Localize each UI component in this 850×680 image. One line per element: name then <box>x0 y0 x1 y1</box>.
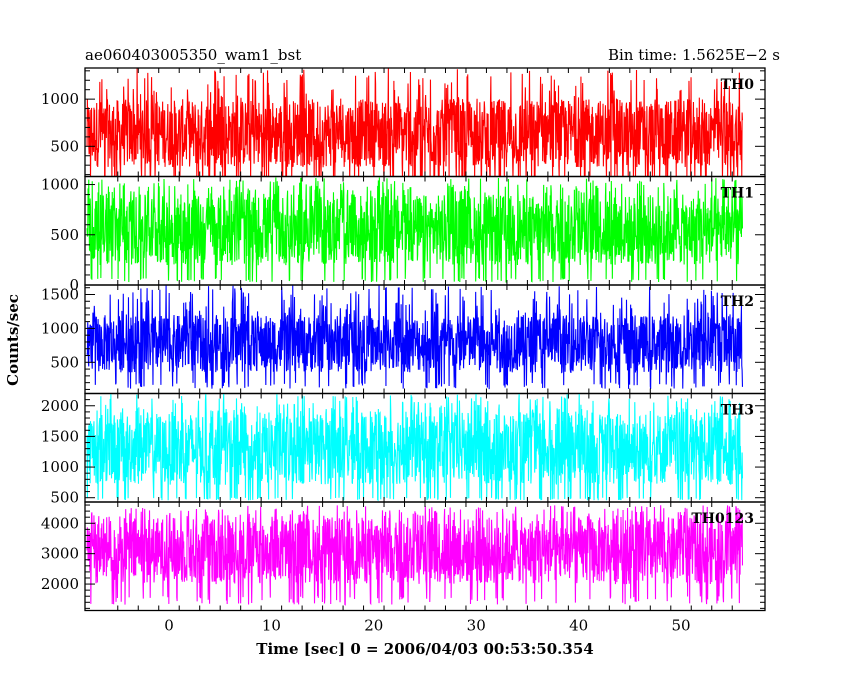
x-tick-label: 20 <box>364 617 383 635</box>
panel-th2: 500 1000 1500 TH2 <box>41 284 766 395</box>
x-axis: 0 10 20 30 40 50 <box>164 617 690 635</box>
panel-stack: 500 1000 TH0 0 500 1000 TH1 500 1000 1500 TH2 500 10… <box>41 67 766 612</box>
x-axis-title: Time [sec] 0 = 2006/04/03 00:53:50.354 <box>256 640 593 658</box>
x-tick-label: 10 <box>262 617 281 635</box>
y-tick-label: 500 <box>50 137 79 155</box>
chart-title-right: Bin time: 1.5625E−2 s <box>608 46 780 64</box>
y-tick-label: 1000 <box>41 458 79 476</box>
y-tick-label: 2000 <box>41 397 79 415</box>
y-tick-label: 3000 <box>41 545 79 563</box>
y-tick-label: 500 <box>50 226 79 244</box>
y-tick-label: 0 <box>69 276 79 294</box>
y-axis-title: Counts/sec <box>4 294 22 386</box>
y-tick-label: 500 <box>50 353 79 371</box>
y-tick-label: 2000 <box>41 575 79 593</box>
y-tick-label: 1000 <box>41 90 79 108</box>
x-tick-label: 40 <box>569 617 588 635</box>
x-tick-label: 0 <box>164 617 174 635</box>
y-tick-label: 4000 <box>41 514 79 532</box>
x-tick-label: 50 <box>671 617 690 635</box>
y-tick-label: 1500 <box>41 427 79 445</box>
panel-th1: 0 500 1000 TH1 <box>41 176 766 294</box>
series-th0123 <box>86 505 744 606</box>
panel-label: TH0 <box>721 77 755 93</box>
panel-th0: 500 1000 TH0 <box>41 67 766 178</box>
series-th3 <box>86 393 744 502</box>
x-tick-label: 30 <box>467 617 486 635</box>
panel-label: TH3 <box>721 403 754 419</box>
y-tick-label: 1000 <box>41 176 79 194</box>
series-th1 <box>86 177 744 283</box>
panel-th0123: 2000 3000 4000 TH0123 <box>41 501 766 612</box>
panel-label: TH0123 <box>691 511 754 527</box>
chart-title-left: ae060403005350_wam1_bst <box>85 46 301 64</box>
y-tick-label: 1500 <box>41 285 79 303</box>
panel-label: TH2 <box>721 294 754 310</box>
panel-th3: 500 1000 1500 2000 TH3 <box>41 392 766 507</box>
series-th0 <box>86 68 744 177</box>
panel-label: TH1 <box>721 186 754 202</box>
y-tick-label: 500 <box>50 489 79 507</box>
series-th2 <box>86 285 744 390</box>
y-tick-label: 1000 <box>41 319 79 337</box>
